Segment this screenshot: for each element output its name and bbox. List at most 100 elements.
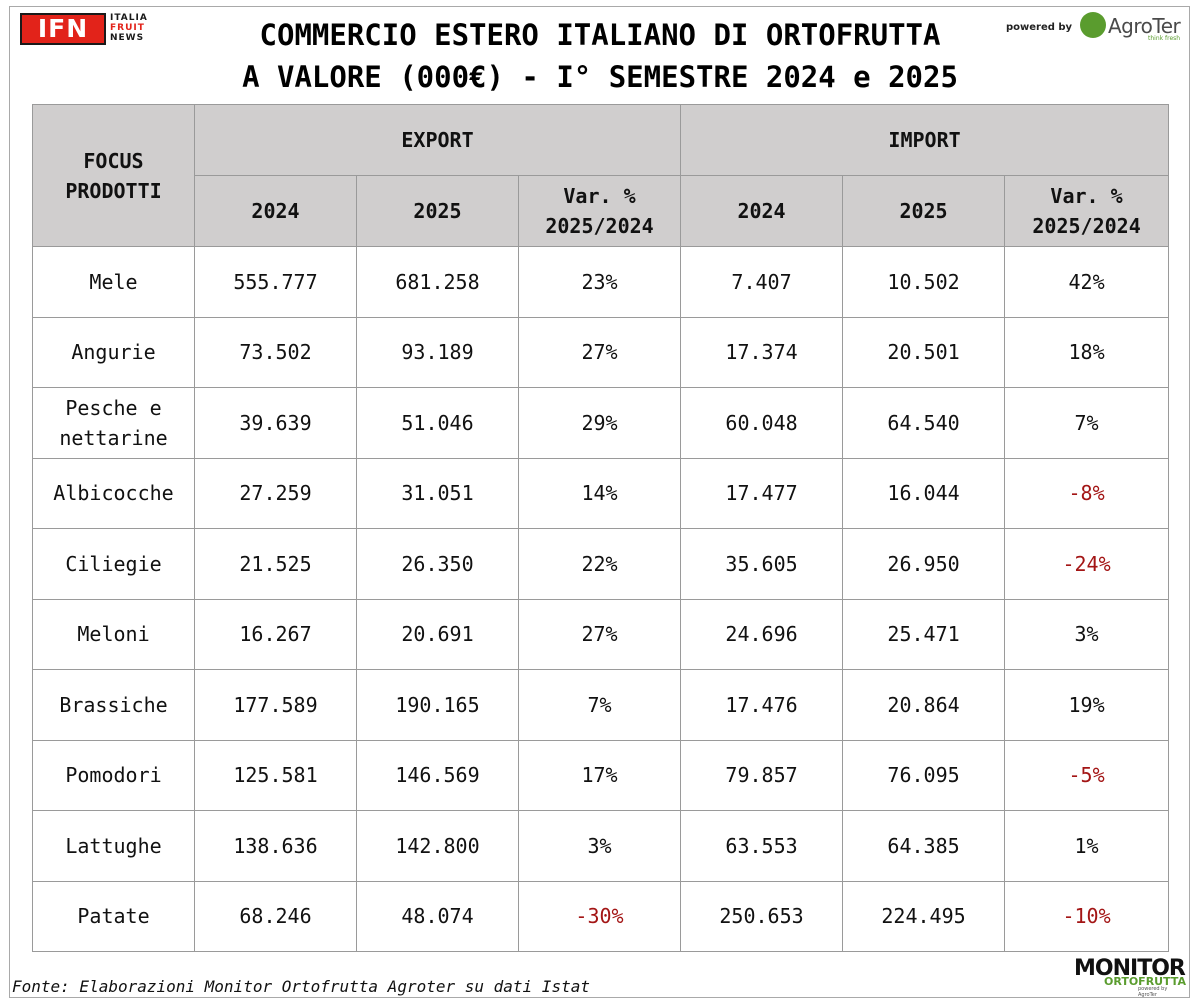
export-var-cell: 7% <box>517 669 682 741</box>
export-2025-cell: 20.691 <box>356 598 519 670</box>
title-line-1: COMMERCIO ESTERO ITALIANO DI ORTOFRUTTA <box>259 18 941 52</box>
table-row: Albicocche 27.259 31.051 14% 17.477 16.044 -8% <box>32 457 1170 529</box>
import-2024-cell: 35.605 <box>680 528 844 600</box>
monitor-ortofrutta-logo: MONITOR ORTOFRUTTA powered by AgroTer <box>1074 956 1187 998</box>
export-2025-cell: 48.074 <box>356 880 519 952</box>
product-name-cell: Mele <box>32 246 195 318</box>
product-name-text: Pesche e nettarine <box>59 395 168 450</box>
table-row: Angurie 73.502 93.189 27% 17.374 20.501 18% <box>32 316 1170 388</box>
ifn-logo-mark: IFN <box>20 13 106 45</box>
export-2024-cell: 68.246 <box>194 880 357 952</box>
export-var-cell: 29% <box>517 387 682 459</box>
product-name-cell: Pomodori <box>32 739 195 811</box>
product-name-text: Ciliegie <box>65 551 162 576</box>
table-row: Brassiche 177.589 190.165 7% 17.476 20.864 19% <box>32 669 1170 741</box>
product-name-text: Mele <box>89 269 138 294</box>
import-2025-cell: 16.044 <box>842 457 1006 529</box>
product-name-text: Albicocche <box>53 481 174 506</box>
export-2025-cell: 51.046 <box>356 387 519 459</box>
export-2025-cell: 146.569 <box>356 739 519 811</box>
ifn-word-2: FRUIT <box>110 23 145 33</box>
export-2025-cell: 31.051 <box>356 457 519 529</box>
export-2025-cell: 142.800 <box>356 810 519 882</box>
import-2025-cell: 25.471 <box>842 598 1006 670</box>
agroter-logo: AgroTer think fresh <box>1078 11 1184 45</box>
product-name-text: Lattughe <box>65 833 162 858</box>
import-group-header: IMPORT <box>680 104 1170 176</box>
export-2025-cell: 26.350 <box>356 528 519 600</box>
export-var-cell: 17% <box>517 739 682 811</box>
import-2024-cell: 7.407 <box>680 246 844 318</box>
export-var-cell: -30% <box>517 880 682 952</box>
table-row: Pesche e nettarine 39.639 51.046 29% 60.048 6… <box>32 387 1170 459</box>
import-2024-cell: 250.653 <box>680 880 844 952</box>
corner-header: FOCUS PRODOTTI <box>32 104 195 247</box>
import-2024-cell: 63.553 <box>680 810 844 882</box>
import-var-cell: -5% <box>1004 739 1170 811</box>
table-body: Mele 555.777 681.258 23% 7.407 10.502 42% Angur… <box>32 246 1170 952</box>
agroter-logo-text: AgroTer <box>1108 14 1181 38</box>
import-2024-cell: 17.476 <box>680 669 844 741</box>
export-var-cell: 14% <box>517 457 682 529</box>
monitor-logo-line-1: MONITOR <box>1074 956 1186 981</box>
export-2024-cell: 125.581 <box>194 739 357 811</box>
import-var-cell: 19% <box>1004 669 1170 741</box>
source-note: Fonte: Elaborazioni Monitor Ortofrutta A… <box>12 977 590 996</box>
product-name-text: Pomodori <box>65 763 162 788</box>
export-var-cell: 27% <box>517 316 682 388</box>
col-header-export-2025: 2025 <box>356 175 519 247</box>
export-2024-cell: 138.636 <box>194 810 357 882</box>
import-2025-cell: 76.095 <box>842 739 1006 811</box>
table-row: Patate 68.246 48.074 -30% 250.653 224.495 -10% <box>32 880 1170 952</box>
export-2024-cell: 177.589 <box>194 669 357 741</box>
export-2024-cell: 555.777 <box>194 246 357 318</box>
import-var-cell: -8% <box>1004 457 1170 529</box>
product-name-cell: Meloni <box>32 598 195 670</box>
product-name-text: Brassiche <box>59 692 168 717</box>
import-2024-cell: 17.477 <box>680 457 844 529</box>
export-2025-cell: 681.258 <box>356 246 519 318</box>
import-var-cell: -10% <box>1004 880 1170 952</box>
col-header-export-var-text: Var. % 2025/2024 <box>545 184 654 238</box>
export-2024-cell: 39.639 <box>194 387 357 459</box>
ifn-logo-words: ITALIA FRUIT NEWS <box>110 13 148 43</box>
trade-table: FOCUS PRODOTTI EXPORT IMPORT 2024 2025 V… <box>32 104 1170 952</box>
page-frame <box>9 6 1190 998</box>
table-row: Meloni 16.267 20.691 27% 24.696 25.471 3% <box>32 598 1170 670</box>
product-name-cell: Angurie <box>32 316 195 388</box>
import-var-cell: 1% <box>1004 810 1170 882</box>
product-name-text: Angurie <box>71 340 156 365</box>
product-name-cell: Brassiche <box>32 669 195 741</box>
export-var-cell: 22% <box>517 528 682 600</box>
col-header-import-2024: 2024 <box>680 175 844 247</box>
title-line-2: A VALORE (000€) - I° SEMESTRE 2024 e 202… <box>242 60 958 94</box>
export-2024-cell: 27.259 <box>194 457 357 529</box>
ifn-word-3: NEWS <box>110 33 145 43</box>
import-var-cell: 7% <box>1004 387 1170 459</box>
import-var-cell: 3% <box>1004 598 1170 670</box>
import-2024-cell: 79.857 <box>680 739 844 811</box>
product-name-cell: Patate <box>32 880 195 952</box>
col-header-import-2025: 2025 <box>842 175 1006 247</box>
col-header-export-2024: 2024 <box>194 175 357 247</box>
import-2025-cell: 20.864 <box>842 669 1006 741</box>
import-2025-cell: 224.495 <box>842 880 1006 952</box>
import-2024-cell: 24.696 <box>680 598 844 670</box>
col-header-import-var-text: Var. % 2025/2024 <box>1032 184 1141 238</box>
export-2025-cell: 93.189 <box>356 316 519 388</box>
table-row: Ciliegie 21.525 26.350 22% 35.605 26.950 -24% <box>32 528 1170 600</box>
monitor-logo-line-2: ORTOFRUTTA <box>1104 975 1187 988</box>
product-name-cell: Pesche e nettarine <box>32 387 195 459</box>
export-2024-cell: 73.502 <box>194 316 357 388</box>
export-2025-cell: 190.165 <box>356 669 519 741</box>
product-name-cell: Albicocche <box>32 457 195 529</box>
col-header-export-var: Var. % 2025/2024 <box>517 175 682 247</box>
import-2025-cell: 64.385 <box>842 810 1006 882</box>
ifn-word-1: ITALIA <box>110 13 148 23</box>
table-row: Pomodori 125.581 146.569 17% 79.857 76.095 -5% <box>32 739 1170 811</box>
export-group-header: EXPORT <box>193 104 682 176</box>
import-2025-cell: 10.502 <box>842 246 1006 318</box>
import-2024-cell: 60.048 <box>680 387 844 459</box>
import-2024-cell: 17.374 <box>680 316 844 388</box>
export-var-cell: 27% <box>517 598 682 670</box>
